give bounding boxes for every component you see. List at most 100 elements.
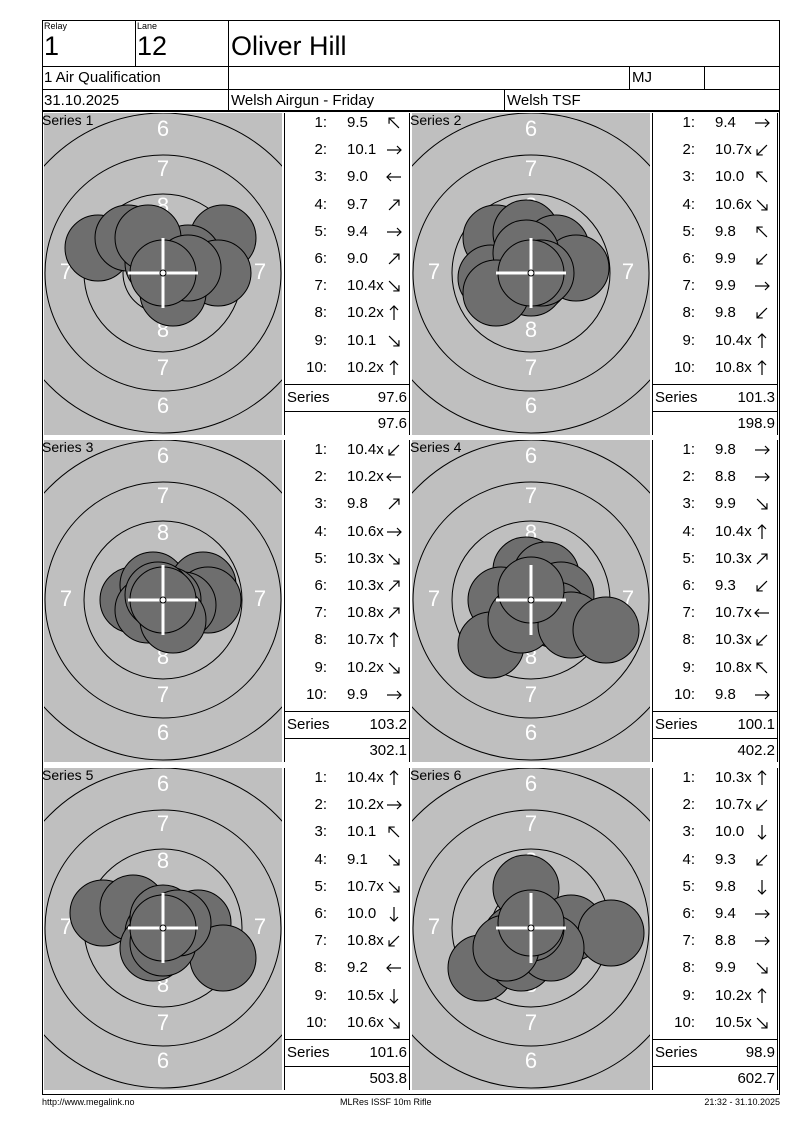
- shot-number: 2:: [682, 796, 695, 814]
- arrow-s-icon: [389, 907, 399, 922]
- arrow-n-icon: [757, 987, 767, 1003]
- series-label: Series 4: [410, 439, 462, 455]
- arrow-e-icon: [755, 281, 770, 291]
- target-ring: [44, 768, 282, 1089]
- cumulative-total-row: 198.9: [653, 411, 777, 436]
- shot-number: 4:: [682, 522, 695, 540]
- arrow-e-icon: [755, 936, 770, 946]
- shot-row: 5: 10.3x: [285, 550, 409, 577]
- shot-number: 6:: [314, 577, 327, 594]
- shot-number: 3:: [682, 168, 695, 186]
- arrow-n-icon: [389, 632, 399, 648]
- arrow-e-icon: [387, 690, 402, 700]
- shot-number: 5:: [682, 549, 695, 567]
- group-center-crosshair: [128, 565, 198, 635]
- shot-score: 10.6x: [347, 522, 384, 540]
- cumulative-total-row: 97.6: [285, 411, 409, 436]
- shot-number: 10:: [306, 685, 327, 703]
- cumulative-total-value: 302.1: [369, 742, 407, 759]
- shot-score: 10.7x: [347, 631, 384, 649]
- shot-score: 10.7x: [715, 796, 752, 814]
- shot-number: 2:: [314, 468, 327, 486]
- score-column-3: 1: 10.4x 2: 10.2x 3: 9.8 4: 10.6x 5: 10.3x 6: 10.3x…: [284, 440, 410, 762]
- shot-number: 9:: [682, 986, 695, 1004]
- series-total-label: Series: [655, 716, 698, 733]
- ring-number: 7: [525, 1010, 537, 1035]
- series-total-row: Series 103.2: [285, 711, 409, 739]
- shot-number: 4:: [682, 195, 695, 213]
- group-center-crosshair: [496, 893, 566, 963]
- shot-row: 4: 9.3: [653, 851, 777, 878]
- relay-label: Relay: [44, 21, 68, 31]
- group-center-crosshair: [496, 565, 566, 635]
- arrow-e-icon: [755, 690, 770, 700]
- shot-score: 10.6x: [715, 195, 752, 213]
- cumulative-total-value: 402.2: [737, 742, 775, 759]
- arrow-n-icon: [757, 359, 767, 375]
- shot-score: 10.2x: [347, 658, 384, 676]
- shot-score: 10.2x: [715, 986, 752, 1004]
- group-center-crosshair: [128, 893, 198, 963]
- ring-number: 7: [622, 259, 634, 284]
- shot-score: 9.9: [347, 685, 368, 703]
- cumulative-total-value: 503.8: [369, 1070, 407, 1087]
- shot-number: 10:: [674, 1013, 695, 1031]
- shot-score: 9.0: [347, 168, 368, 186]
- shot-row: 2: 10.2x: [285, 468, 409, 495]
- shot-row: 3: 10.1: [285, 823, 409, 850]
- ring-number: 7: [157, 1010, 169, 1035]
- target-ring: [83, 520, 243, 680]
- score-column-2: 1: 9.4 2: 10.7x 3: 10.0 4: 10.6x 5: 9.8 6: 9.9 7: 9.9…: [652, 113, 778, 435]
- shot-score: 9.8: [715, 441, 736, 458]
- shot-score: 9.8: [347, 495, 368, 513]
- arrow-sw-icon: [756, 580, 768, 592]
- ring-number: 7: [157, 355, 169, 380]
- shot-number: 7:: [682, 277, 695, 295]
- shot-row: 4: 10.4x: [653, 523, 777, 550]
- shot-row: 10: 10.2x: [285, 359, 409, 386]
- cumulative-total-value: 198.9: [737, 415, 775, 432]
- header-block: [42, 20, 780, 111]
- arrow-sw-icon: [756, 854, 768, 866]
- shot-score: 10.7x: [347, 877, 384, 895]
- shot-row: 5: 9.4: [285, 223, 409, 250]
- cumulative-total-value: 602.7: [737, 1070, 775, 1087]
- ring-number: 6: [157, 1048, 169, 1073]
- shot-row: 6: 9.3: [653, 577, 777, 604]
- target-ring: [412, 113, 650, 434]
- shot-number: 3:: [314, 495, 327, 513]
- shot-row: 6: 9.4: [653, 905, 777, 932]
- arrow-sw-icon: [388, 444, 400, 456]
- shot-score: 9.3: [715, 577, 736, 594]
- shot-number: 10:: [306, 358, 327, 376]
- shot-score: 10.3x: [715, 631, 752, 649]
- shot-number: 8:: [314, 304, 327, 322]
- shot-number: 9:: [314, 658, 327, 676]
- arrow-e-icon: [755, 909, 770, 919]
- arrow-e-icon: [387, 800, 402, 810]
- shot-row: 10: 9.8: [653, 686, 777, 713]
- shot-row: 9: 10.8x: [653, 659, 777, 686]
- arrow-ne-icon: [388, 607, 400, 619]
- ring-number: 7: [157, 682, 169, 707]
- shot-number: 9:: [314, 331, 327, 349]
- arrow-e-icon: [755, 445, 770, 455]
- shot-number: 10:: [674, 358, 695, 376]
- shot-row: 1: 9.4: [653, 114, 777, 141]
- shot-number: 1:: [314, 114, 327, 131]
- ring-number: 7: [525, 483, 537, 508]
- shot-number: 2:: [682, 468, 695, 486]
- arrow-se-icon: [388, 854, 400, 866]
- shot-row: 10: 10.5x: [653, 1014, 777, 1041]
- shot-number: 6:: [314, 905, 327, 922]
- series-total-label: Series: [655, 1044, 698, 1061]
- arrow-s-icon: [389, 988, 399, 1004]
- arrow-sw-icon: [388, 935, 400, 947]
- series-label: Series 3: [42, 439, 94, 455]
- ring-number: 7: [60, 259, 72, 284]
- shot-row: 4: 10.6x: [285, 523, 409, 550]
- relay-value: 1: [44, 31, 60, 61]
